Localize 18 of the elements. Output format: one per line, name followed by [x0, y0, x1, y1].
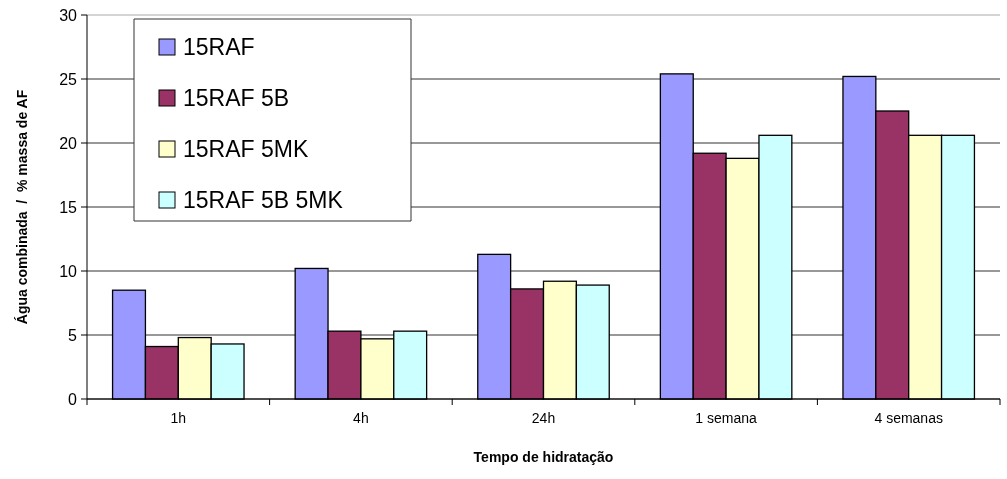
x-tick-label: 1h: [170, 410, 187, 426]
x-tick-label: 1 semana: [695, 410, 758, 426]
y-tick-label: 15: [59, 198, 78, 216]
y-tick-label: 25: [59, 70, 78, 88]
y-axis-title: Água combinada / % massa de AF: [13, 89, 30, 325]
x-tick-label: 4 semanas: [874, 410, 943, 426]
y-tick-label: 0: [68, 390, 78, 408]
legend-label: 15RAF: [183, 34, 255, 61]
y-tick-label: 20: [59, 134, 78, 152]
x-tick-label: 4h: [353, 410, 369, 426]
legend-label: 15RAF 5B 5MK: [183, 187, 344, 214]
y-tick-label: 30: [59, 6, 78, 24]
x-axis-title: Tempo de hidratação: [473, 449, 614, 465]
y-tick-label: 10: [59, 262, 78, 280]
x-tick-label: 24h: [531, 410, 556, 426]
legend-label: 15RAF 5MK: [183, 136, 309, 163]
y-tick-label: 5: [68, 326, 78, 344]
legend-label: 15RAF 5B: [183, 85, 290, 112]
